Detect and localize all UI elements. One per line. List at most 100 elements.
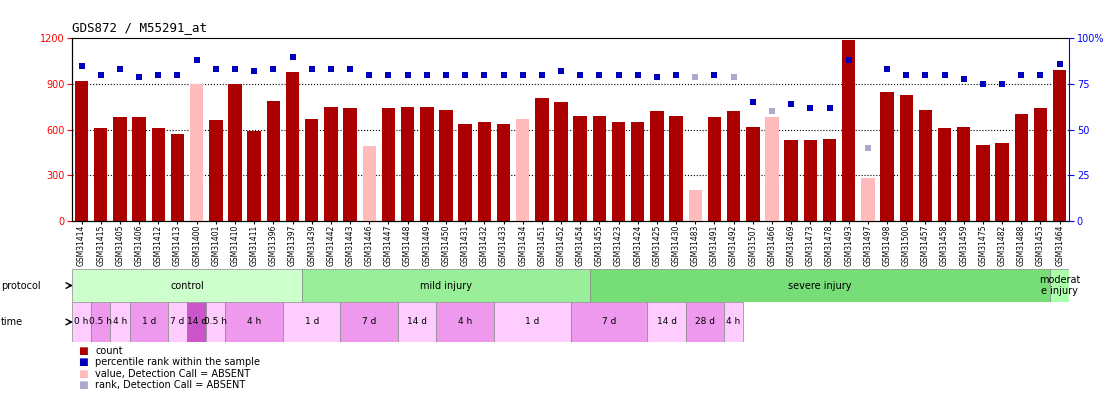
Text: ■: ■ — [78, 369, 88, 379]
Bar — [957, 126, 971, 221]
Text: 0 h: 0 h — [74, 318, 89, 326]
Text: 7 d: 7 d — [171, 318, 185, 326]
Bar — [571, 302, 647, 342]
Bar — [669, 116, 683, 221]
Text: 4 h: 4 h — [458, 318, 472, 326]
Bar — [784, 140, 798, 221]
Text: value, Detection Call = ABSENT: value, Detection Call = ABSENT — [95, 369, 250, 379]
Bar — [398, 302, 437, 342]
Bar — [727, 111, 740, 221]
Bar — [589, 269, 1050, 302]
Text: ■: ■ — [78, 380, 88, 390]
Bar — [554, 102, 567, 221]
Bar — [766, 117, 779, 221]
Bar — [612, 122, 625, 221]
Bar — [206, 302, 225, 342]
Bar — [516, 119, 530, 221]
Text: 14 d: 14 d — [186, 318, 207, 326]
Bar — [94, 128, 107, 221]
Text: 7 d: 7 d — [602, 318, 616, 326]
Bar — [130, 302, 168, 342]
Bar — [574, 116, 587, 221]
Bar — [823, 139, 837, 221]
Bar — [647, 302, 686, 342]
Bar — [937, 128, 952, 221]
Text: protocol: protocol — [1, 281, 41, 290]
Text: 14 d: 14 d — [657, 318, 677, 326]
Bar — [688, 190, 702, 221]
Text: time: time — [1, 317, 23, 327]
Bar — [401, 107, 414, 221]
Bar — [478, 122, 491, 221]
Text: ■: ■ — [78, 346, 88, 356]
Bar — [225, 302, 283, 342]
Bar — [919, 110, 932, 221]
Bar — [632, 122, 645, 221]
Bar — [861, 178, 874, 221]
Bar — [900, 95, 913, 221]
Bar — [325, 107, 338, 221]
Bar — [189, 84, 204, 221]
Text: 7 d: 7 d — [362, 318, 377, 326]
Text: 0.5 h: 0.5 h — [90, 318, 112, 326]
Bar — [168, 302, 187, 342]
Text: mild injury: mild injury — [420, 281, 472, 290]
Bar — [75, 81, 89, 221]
Bar — [439, 110, 453, 221]
Bar — [362, 146, 376, 221]
Text: 4 h: 4 h — [113, 318, 127, 326]
Bar — [496, 124, 510, 221]
Bar — [91, 302, 111, 342]
Bar — [746, 126, 759, 221]
Bar — [976, 145, 989, 221]
Bar — [302, 269, 589, 302]
Text: 14 d: 14 d — [408, 318, 428, 326]
Bar — [459, 124, 472, 221]
Bar — [593, 116, 606, 221]
Bar — [247, 131, 260, 221]
Text: 0.5 h: 0.5 h — [204, 318, 227, 326]
Bar — [111, 302, 130, 342]
Text: 1 d: 1 d — [142, 318, 156, 326]
Text: moderat
e injury: moderat e injury — [1039, 275, 1080, 296]
Bar — [305, 119, 318, 221]
Text: GDS872 / M55291_at: GDS872 / M55291_at — [72, 21, 207, 34]
Text: severe injury: severe injury — [788, 281, 852, 290]
Bar — [803, 140, 817, 221]
Text: rank, Detection Call = ABSENT: rank, Detection Call = ABSENT — [95, 380, 246, 390]
Bar — [995, 143, 1008, 221]
Bar — [343, 108, 357, 221]
Bar — [1053, 70, 1066, 221]
Bar — [340, 302, 398, 342]
Bar — [724, 302, 743, 342]
Text: ■: ■ — [78, 358, 88, 367]
Bar — [267, 101, 280, 221]
Text: 1 d: 1 d — [525, 318, 540, 326]
Bar — [228, 84, 242, 221]
Bar — [1034, 108, 1047, 221]
Bar — [686, 302, 724, 342]
Bar — [187, 302, 206, 342]
Bar — [283, 302, 340, 342]
Text: count: count — [95, 346, 123, 356]
Bar — [72, 269, 302, 302]
Bar — [382, 108, 396, 221]
Bar — [535, 98, 548, 221]
Text: 4 h: 4 h — [727, 318, 741, 326]
Bar — [1050, 269, 1069, 302]
Bar — [152, 128, 165, 221]
Text: percentile rank within the sample: percentile rank within the sample — [95, 358, 260, 367]
Bar — [437, 302, 494, 342]
Text: control: control — [171, 281, 204, 290]
Text: 28 d: 28 d — [695, 318, 715, 326]
Bar — [113, 117, 126, 221]
Bar — [881, 92, 894, 221]
Bar — [133, 117, 146, 221]
Bar — [1015, 114, 1028, 221]
Bar — [494, 302, 571, 342]
Bar — [286, 72, 299, 221]
Bar — [171, 134, 184, 221]
Bar — [708, 117, 721, 221]
Bar — [842, 40, 855, 221]
Bar — [420, 107, 433, 221]
